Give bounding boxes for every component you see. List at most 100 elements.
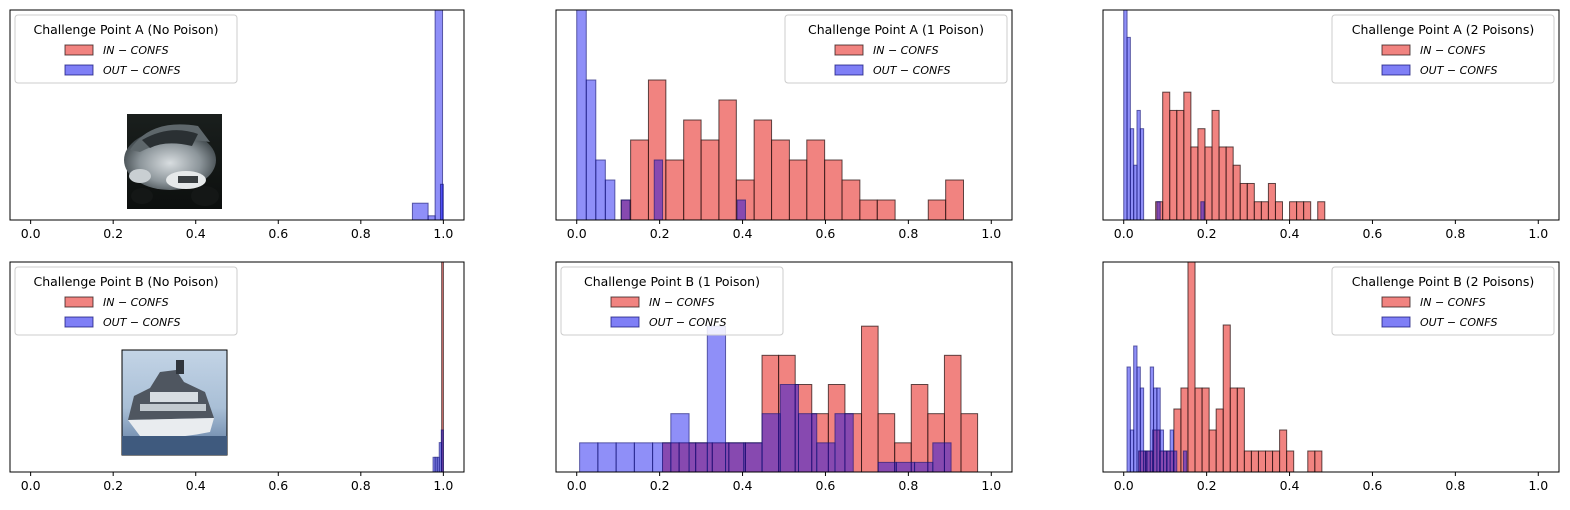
- hist-bar-in: [1289, 201, 1298, 220]
- hist-bar-out: [798, 413, 818, 472]
- hist-bar-out: [652, 442, 672, 472]
- x-tick-label: 0.0: [21, 226, 41, 241]
- x-tick-label: 0.6: [816, 226, 836, 241]
- hist-bar-in: [1162, 91, 1171, 220]
- chart-panel-6: 0.0 0.2 0.4 0.6 0.8 1.0 Challenge Point B (2 P…: [1102, 261, 1560, 493]
- x-tick-label: 0.6: [1363, 478, 1383, 493]
- legend-swatch-in: [1381, 296, 1411, 308]
- x-tick-label: 0.2: [103, 226, 123, 241]
- hist-bar-out: [1126, 366, 1131, 472]
- legend-label-in: IN − CONFS: [103, 296, 169, 309]
- x-tick-label: 0.8: [1445, 478, 1465, 493]
- hist-bar-out: [725, 442, 745, 472]
- legend-title: Challenge Point B (No Poison): [33, 274, 218, 289]
- hist-bar-in: [1232, 164, 1241, 220]
- legend: Challenge Point A (No Poison) IN − CONFS O…: [14, 14, 238, 84]
- hist-bar-in: [441, 262, 444, 472]
- hist-bar-in: [1204, 146, 1213, 220]
- hist-bar-out: [743, 442, 763, 472]
- x-tick-label: 0.6: [1363, 226, 1383, 241]
- hist-bar-in: [859, 199, 878, 220]
- x-tick-label: 0.2: [1197, 478, 1217, 493]
- hist-bar-in: [1211, 109, 1220, 220]
- legend: Challenge Point B (2 Poisons) IN − CONFS O…: [1331, 266, 1555, 336]
- hist-bar-in: [1260, 201, 1269, 220]
- hist-bar-in: [647, 79, 667, 220]
- chart-panel-4: 0.0 0.2 0.4 0.6 0.8 1.0 Challenge Point B (No …: [9, 261, 465, 493]
- hist-bar-in: [700, 139, 720, 220]
- axes-frame: [1102, 9, 1560, 221]
- hist-bar-in: [945, 179, 964, 220]
- bars: [1126, 262, 1323, 472]
- x-tick-label: 1.0: [433, 478, 453, 493]
- bars: [411, 10, 444, 220]
- x-tick-label: 0.6: [268, 226, 288, 241]
- axes-frame: [9, 261, 465, 473]
- hist-bar-in: [1225, 146, 1234, 220]
- x-tick-label: 0.2: [650, 478, 670, 493]
- hist-bar-out: [427, 215, 436, 220]
- legend-label-out: OUT − CONFS: [873, 64, 951, 77]
- hist-bar-in: [1250, 450, 1259, 472]
- legend-label-out: OUT − CONFS: [103, 316, 181, 329]
- x-tick-label: 0.6: [268, 478, 288, 493]
- x-tick-label: 0.4: [733, 226, 753, 241]
- hist-bar-in: [1229, 387, 1238, 472]
- hist-bar-out: [932, 442, 952, 472]
- hist-bar-in: [824, 159, 843, 220]
- axes-frame: [9, 9, 465, 221]
- hist-bar-in: [630, 139, 649, 220]
- hist-bar-in: [841, 179, 861, 220]
- hist-bar-in: [718, 99, 737, 220]
- x-tick-label: 0.8: [351, 478, 371, 493]
- hist-bar-out: [434, 10, 444, 220]
- hist-bar-in: [753, 119, 773, 220]
- hist-bar-out: [670, 413, 690, 472]
- hist-bar-out: [1172, 450, 1178, 472]
- hist-bar-out: [816, 442, 836, 472]
- x-tick-label: 0.4: [186, 478, 206, 493]
- hist-bar-in: [1215, 408, 1224, 472]
- x-tick-label: 0.2: [650, 226, 670, 241]
- hist-bar-out: [439, 183, 444, 220]
- hist-bar-in: [1208, 429, 1217, 472]
- x-tick-label: 0.8: [1445, 226, 1465, 241]
- hist-bar-in: [1274, 201, 1283, 220]
- hist-bar-in: [910, 384, 929, 472]
- x-tick-label: 0.0: [21, 478, 41, 493]
- x-tick-label: 0.6: [816, 478, 836, 493]
- hist-bar-in: [665, 159, 685, 220]
- hist-bar-out: [579, 442, 599, 472]
- x-tick-label: 1.0: [433, 226, 453, 241]
- hist-bar-in: [960, 413, 979, 472]
- legend-swatch-in: [610, 296, 640, 308]
- hist-bar-in: [788, 159, 808, 220]
- chart-panel-3: 0.0 0.2 0.4 0.6 0.8 1.0 Challenge Point A (2 P…: [1102, 9, 1560, 241]
- hist-bar-out: [706, 325, 727, 472]
- hist-bar-in: [1267, 182, 1276, 220]
- hist-bar-in: [1218, 146, 1227, 220]
- chart-panel-2: 0.0 0.2 0.4 0.6 0.8 1.0 Challenge Point A (1 P…: [555, 9, 1013, 241]
- hist-bar-out: [877, 461, 897, 472]
- legend-label-out: OUT − CONFS: [1420, 64, 1498, 77]
- hist-bar-out: [688, 442, 708, 472]
- bars: [1123, 10, 1326, 220]
- hist-bar-out: [1139, 387, 1145, 472]
- hist-bar-in: [1253, 201, 1262, 220]
- hist-bar-in: [1265, 450, 1274, 472]
- x-tick-label: 1.0: [1528, 226, 1548, 241]
- hist-bar-in: [1279, 429, 1288, 472]
- x-tick-label: 0.0: [1114, 226, 1134, 241]
- x-tick-label: 0.4: [733, 478, 753, 493]
- legend-title: Challenge Point B (1 Poison): [584, 274, 760, 289]
- legend-swatch-in: [834, 44, 864, 56]
- hist-bar-out: [604, 179, 616, 220]
- legend-label-out: OUT − CONFS: [103, 64, 181, 77]
- legend: Challenge Point B (No Poison) IN − CONFS O…: [14, 266, 238, 336]
- hist-bar-in: [1187, 262, 1196, 472]
- hist-bar-out: [1182, 450, 1188, 472]
- car-thumbnail: [124, 114, 222, 209]
- hist-bar-in: [1239, 182, 1248, 220]
- legend-title: Challenge Point A (No Poison): [33, 22, 218, 37]
